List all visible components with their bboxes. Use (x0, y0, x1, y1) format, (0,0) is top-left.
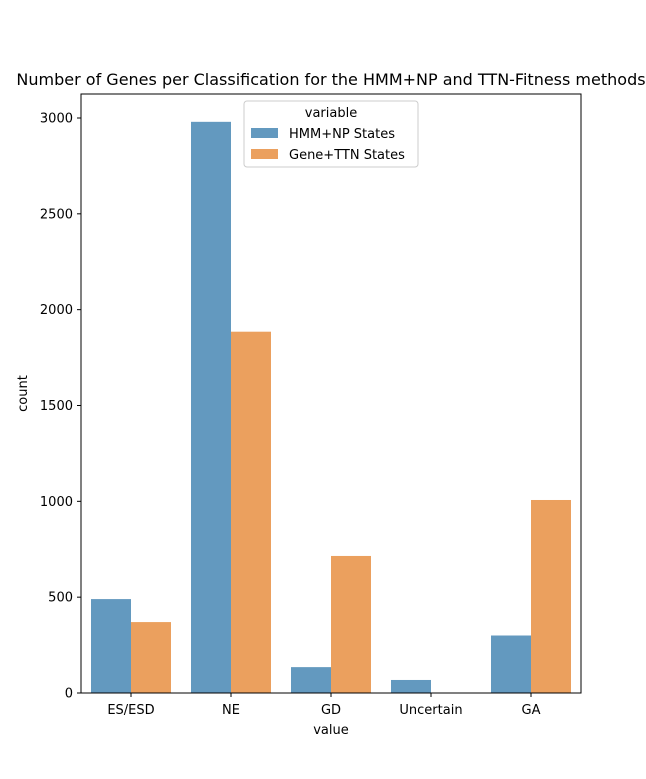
x-axis: ES/ESD NE GD Uncertain GA (107, 693, 541, 718)
bar-gene-ttn-states-es-esd (131, 622, 171, 693)
y-axis-label: count (16, 375, 31, 412)
y-tick-label: 0 (65, 687, 73, 702)
legend-label: HMM+NP States (289, 127, 395, 142)
x-tick-label: Uncertain (399, 703, 462, 718)
x-tick-label: GD (321, 703, 341, 718)
y-tick-label: 2000 (40, 303, 73, 318)
bar-gene-ttn-states-ne (231, 331, 271, 693)
y-tick-label: 1000 (40, 495, 73, 510)
legend-title: variable (305, 106, 357, 121)
legend-swatch (251, 149, 278, 159)
bar-hmm-np-states-uncertain (391, 679, 431, 693)
y-tick-label: 2500 (40, 207, 73, 222)
chart-title: Number of Genes per Classification for t… (16, 70, 645, 89)
legend-box (243, 100, 419, 168)
bars-group (91, 121, 571, 693)
y-tick-label: 500 (48, 591, 73, 606)
x-tick-label: GA (522, 703, 541, 718)
x-axis-label: value (313, 723, 349, 738)
legend: variable HMM+NP States Gene+TTN States (243, 100, 419, 168)
y-axis: 0 500 1000 1500 2000 2500 3000 (40, 111, 81, 702)
legend-entries: HMM+NP States Gene+TTN States (251, 127, 405, 163)
y-tick-label: 1500 (40, 399, 73, 414)
x-tick-label: NE (222, 703, 240, 718)
x-tick-label: ES/ESD (107, 703, 154, 718)
legend-swatch (251, 128, 278, 138)
bar-gene-ttn-states-gd (331, 555, 371, 693)
bar-gene-ttn-states-ga (531, 499, 571, 693)
bar-hmm-np-states-ga (491, 635, 531, 693)
bar-hmm-np-states-ne (191, 121, 231, 693)
bar-hmm-np-states-es-esd (91, 599, 131, 693)
legend-label: Gene+TTN States (289, 148, 405, 163)
bar-hmm-np-states-gd (291, 667, 331, 693)
y-tick-label: 3000 (40, 111, 73, 126)
